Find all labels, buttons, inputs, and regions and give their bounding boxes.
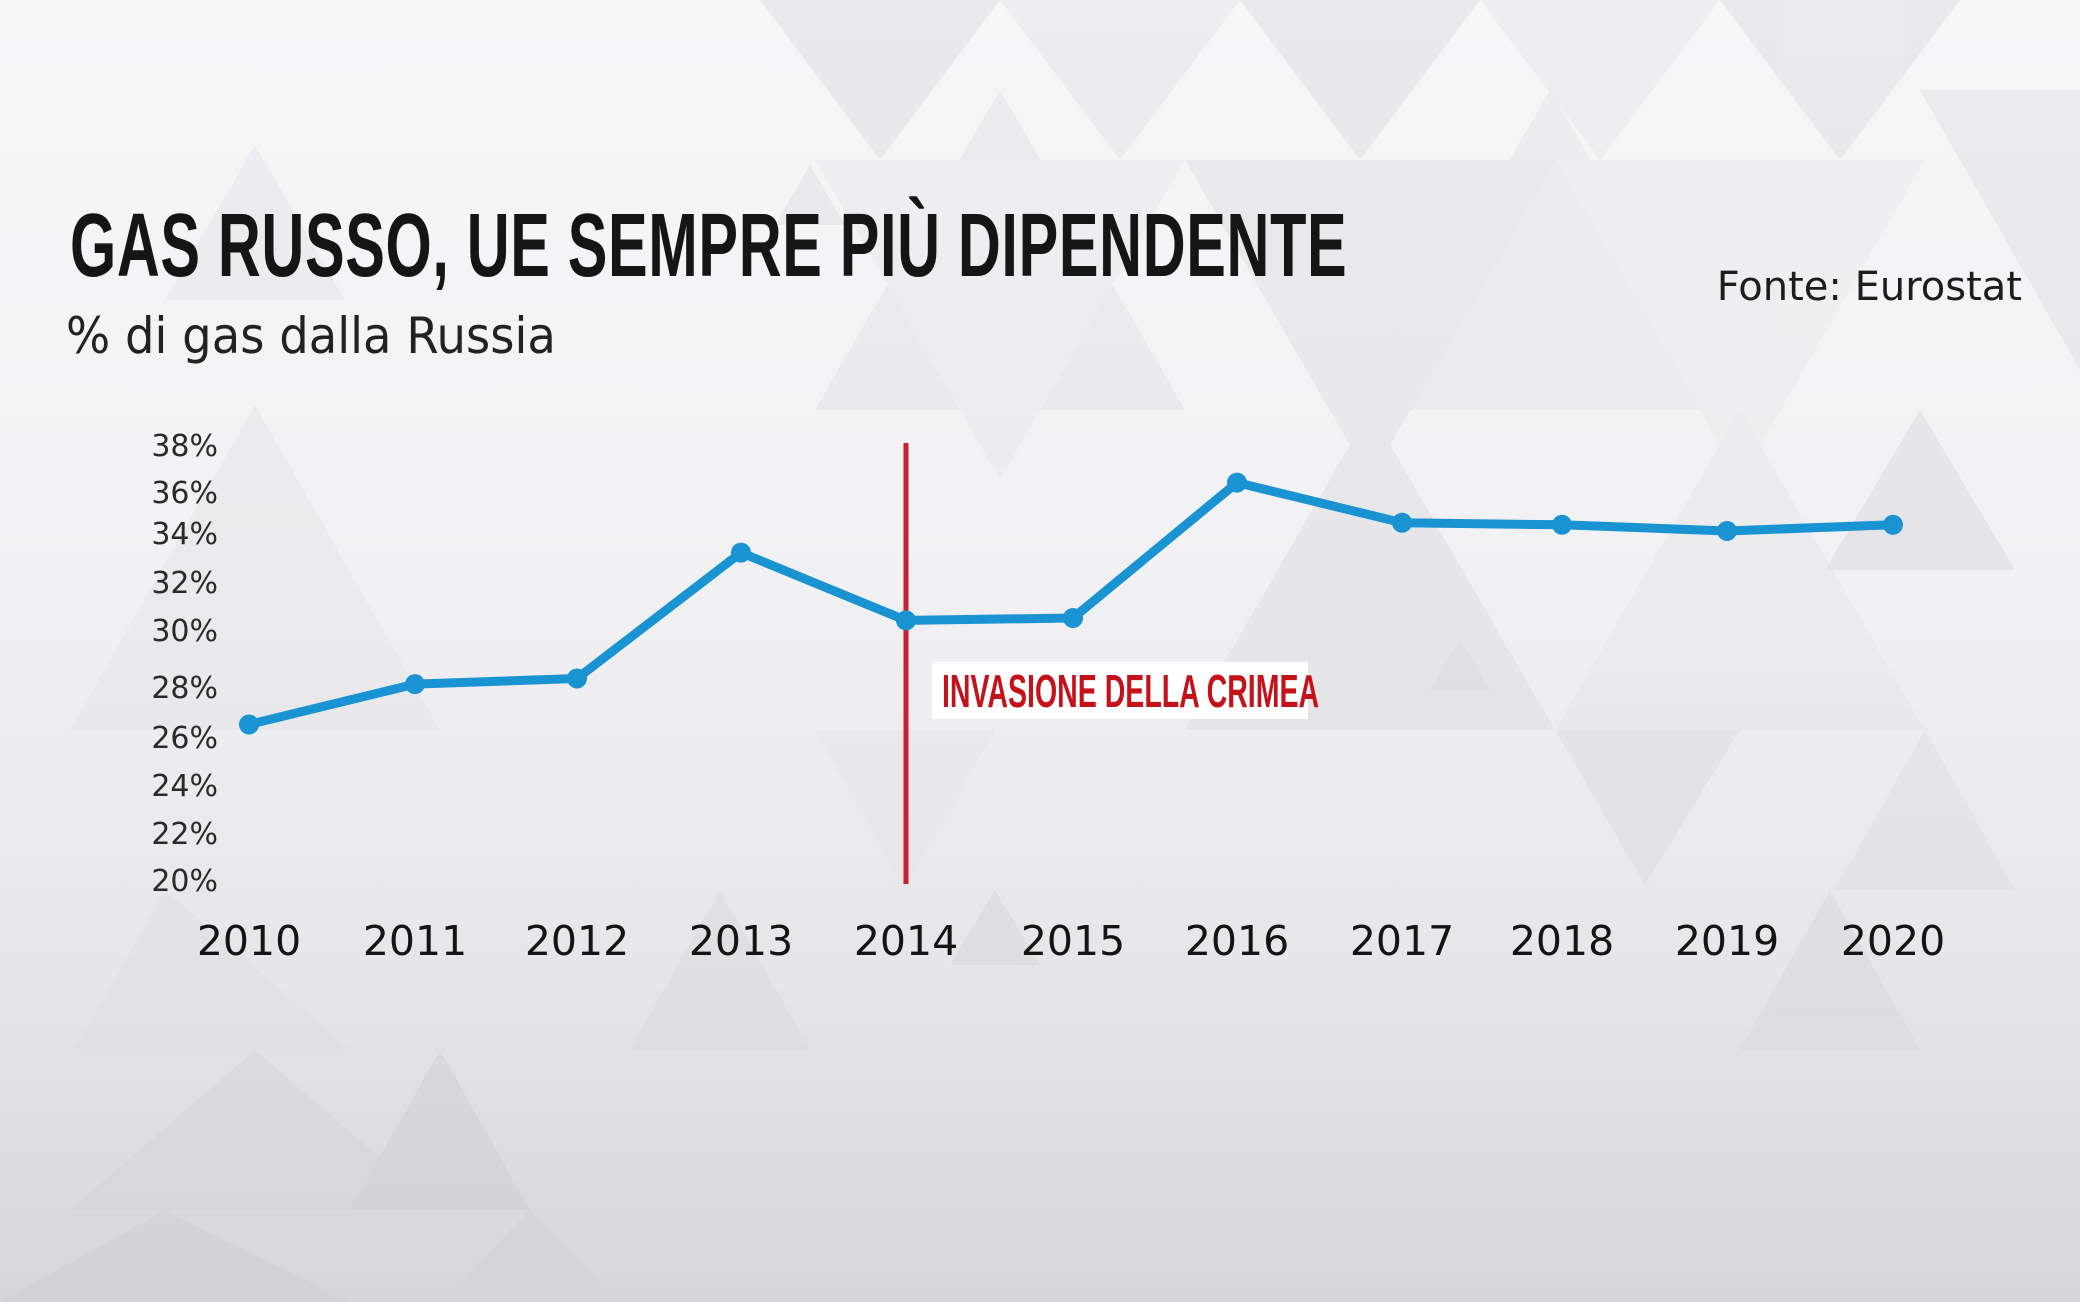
y-axis: 38% 36% 34% 32% 30% 28% 26% 24% 22% 20% bbox=[151, 429, 218, 899]
x-tick-label: 2013 bbox=[689, 917, 793, 965]
data-point-2020 bbox=[1883, 514, 1903, 535]
x-tick-label: 2020 bbox=[1841, 917, 1945, 965]
x-tick-label: 2012 bbox=[525, 917, 629, 965]
y-tick-label: 34% bbox=[151, 517, 218, 552]
y-tick-label: 20% bbox=[151, 864, 218, 899]
y-tick-label: 28% bbox=[151, 671, 218, 706]
x-tick-label: 2016 bbox=[1185, 917, 1289, 965]
annotation-label: INVASIONE DELLA CRIMEA bbox=[942, 665, 1320, 717]
data-point-2016 bbox=[1227, 472, 1247, 493]
x-tick-label: 2014 bbox=[854, 917, 958, 965]
data-point-markers bbox=[239, 472, 1903, 735]
x-tick-label: 2018 bbox=[1510, 917, 1614, 965]
data-source-label: Fonte: Eurostat bbox=[1716, 264, 2022, 310]
data-point-2018 bbox=[1552, 514, 1572, 535]
x-tick-label: 2011 bbox=[363, 917, 467, 965]
y-tick-label: 30% bbox=[151, 614, 218, 649]
data-point-2010 bbox=[239, 714, 259, 735]
chart-subtitle: % di gas dalla Russia bbox=[66, 307, 556, 365]
x-tick-label: 2015 bbox=[1021, 917, 1125, 965]
crimea-invasion-annotation: INVASIONE DELLA CRIMEA bbox=[932, 662, 1319, 719]
x-tick-label: 2017 bbox=[1350, 917, 1454, 965]
data-point-2014 bbox=[896, 610, 916, 631]
data-point-2017 bbox=[1392, 512, 1412, 533]
data-point-2011 bbox=[405, 674, 425, 695]
y-tick-label: 22% bbox=[151, 817, 218, 852]
x-tick-label: 2010 bbox=[197, 917, 301, 965]
y-tick-label: 36% bbox=[151, 476, 218, 511]
data-point-2019 bbox=[1717, 520, 1737, 541]
x-axis: 2010 2011 2012 2013 2014 2015 2016 2017 2018 2019… bbox=[197, 917, 1945, 965]
y-tick-label: 32% bbox=[151, 566, 218, 601]
y-tick-label: 38% bbox=[151, 429, 218, 464]
y-tick-label: 26% bbox=[151, 721, 218, 756]
data-point-2012 bbox=[567, 668, 587, 689]
x-tick-label: 2019 bbox=[1675, 917, 1779, 965]
data-point-2015 bbox=[1063, 608, 1083, 628]
data-point-2013 bbox=[731, 542, 751, 563]
chart-title: GAS RUSSO, UE SEMPRE PIÙ DIPENDENTE bbox=[70, 196, 1348, 296]
y-tick-label: 24% bbox=[151, 769, 218, 804]
